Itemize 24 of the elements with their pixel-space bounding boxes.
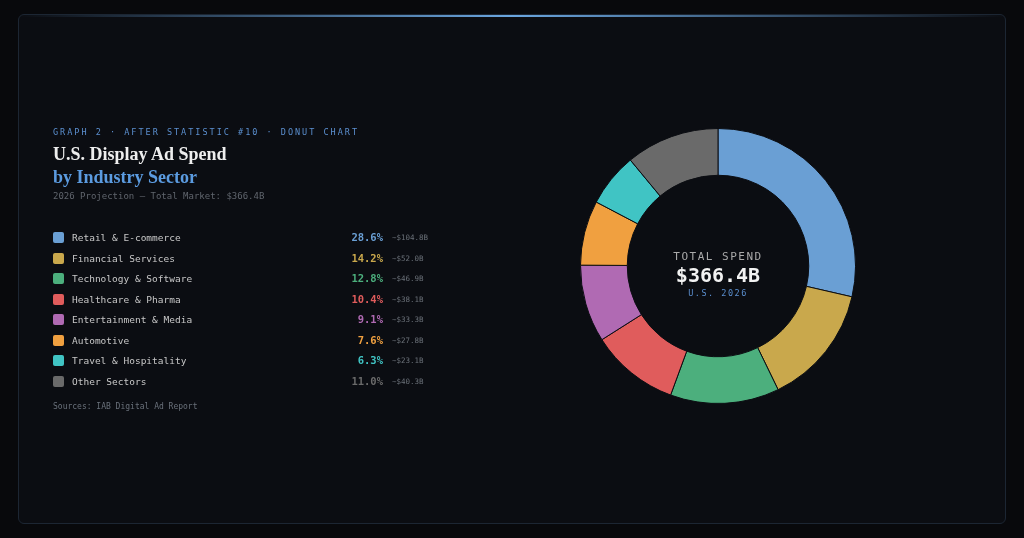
legend-label: Healthcare & Pharma — [72, 293, 181, 305]
data-label: 7.6% — [357, 333, 383, 346]
data-label: 11.0% — [351, 374, 383, 387]
text: 2026 Projection — Total Market: $366.4B — [53, 191, 265, 201]
legend-label: Retail & E-commerce — [72, 232, 181, 243]
text: U.S. Display Ad Spend — [53, 144, 227, 165]
text: $366.4B — [674, 263, 762, 287]
data-label: 9.1% — [357, 313, 383, 325]
caption: GRAPH 2 · AFTER STATISTIC #10 · DONUT CHART — [53, 127, 360, 137]
text: by Industry Sector — [53, 167, 198, 188]
legend-label: Travel & Hospitality — [72, 355, 187, 366]
legend-label: Automotive — [72, 334, 130, 346]
data-label: 12.8% — [351, 272, 383, 284]
data-label: 14.2% — [351, 251, 383, 264]
text: U.S. 2026 — [687, 288, 749, 298]
data-label: 6.3% — [357, 354, 383, 366]
text: TOTAL SPEND — [672, 250, 764, 263]
data-label: 10.4% — [351, 292, 383, 305]
legend-label: Technology & Software — [72, 273, 193, 284]
source-note: Sources: IAB Digital Ad Report — [53, 402, 198, 411]
data-label: 28.6% — [351, 231, 383, 243]
legend-label: Other Sectors — [72, 375, 147, 387]
legend-label: Entertainment & Media — [72, 314, 193, 325]
legend-label: Financial Services — [72, 252, 175, 264]
